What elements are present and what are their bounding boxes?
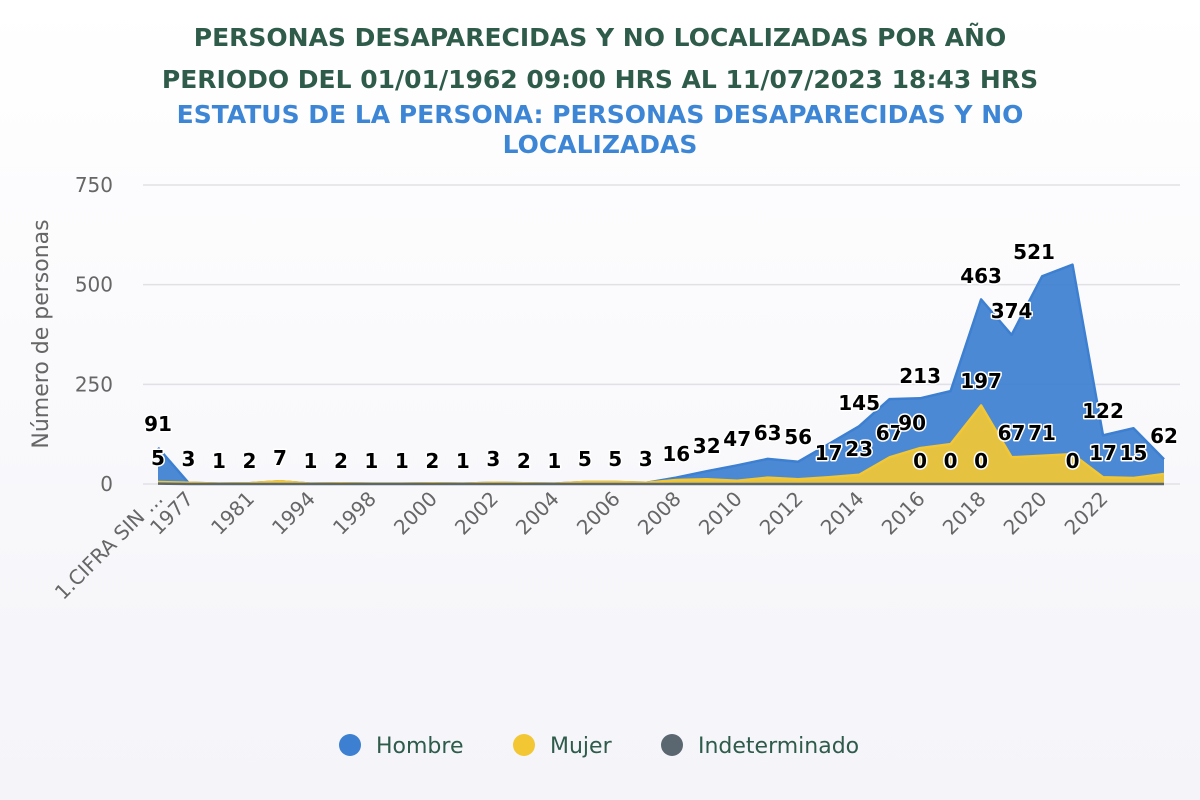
data-label: 374 <box>991 299 1033 323</box>
chart-subtitle-line-2: LOCALIZADAS <box>503 130 698 159</box>
data-label: 5 <box>151 446 165 470</box>
data-label: 90 <box>898 411 926 435</box>
y-tick-label: 250 <box>75 372 113 396</box>
data-label: 71 <box>1028 421 1056 445</box>
x-tick-label: 2020 <box>999 487 1052 540</box>
data-label: 145 <box>838 391 880 415</box>
data-label: 1 <box>364 449 378 473</box>
y-tick-label: 500 <box>75 273 113 297</box>
data-label: 197 <box>960 369 1002 393</box>
legend-item-mujer[interactable]: Mujer <box>513 734 613 759</box>
legend-swatch <box>661 734 683 756</box>
legend-swatch <box>339 734 361 756</box>
x-tick-label: 2000 <box>389 487 442 540</box>
area-hombre <box>158 264 1164 484</box>
data-label: 2 <box>334 449 348 473</box>
data-label: 56 <box>784 425 812 449</box>
data-label: 3 <box>486 447 500 471</box>
y-tick-label: 0 <box>100 472 113 496</box>
legend-item-hombre[interactable]: Hombre <box>339 734 464 759</box>
data-label: 5 <box>578 447 592 471</box>
area-layer <box>157 263 1165 486</box>
legend-label: Mujer <box>550 734 613 759</box>
data-label: 7 <box>273 446 287 470</box>
data-label: 213 <box>899 364 941 388</box>
data-label: 32 <box>693 434 721 458</box>
data-label: 1 <box>212 449 226 473</box>
chart-title-line-1: PERSONAS DESAPARECIDAS Y NO LOCALIZADAS … <box>194 23 1006 52</box>
data-label: 5 <box>608 447 622 471</box>
data-label: 521 <box>1013 240 1055 264</box>
data-label: 0 <box>974 449 988 473</box>
data-label: 17 <box>1089 441 1117 465</box>
data-label: 2 <box>242 449 256 473</box>
chart-title-line-2: PERIODO DEL 01/01/1962 09:00 HRS AL 11/0… <box>162 65 1038 94</box>
x-tick-label: 1998 <box>328 487 381 540</box>
x-tick-label: 2002 <box>450 487 503 540</box>
x-tick-label: 2014 <box>816 487 869 540</box>
data-label: 3 <box>182 447 196 471</box>
data-label: 1 <box>303 449 317 473</box>
data-label: 1 <box>547 449 561 473</box>
x-tick-label: 2018 <box>938 487 991 540</box>
data-label: 1 <box>395 449 409 473</box>
x-tick-label: 2016 <box>877 487 930 540</box>
data-label: 62 <box>1150 424 1178 448</box>
data-label: 67 <box>998 421 1026 445</box>
chart-subtitle-line-1: ESTATUS DE LA PERSONA: PERSONAS DESAPARE… <box>177 100 1024 129</box>
data-label: 1 <box>456 449 470 473</box>
legend-label: Hombre <box>376 734 464 759</box>
legend-swatch <box>513 734 535 756</box>
x-tick-label: 1.CIFRA SIN ... <box>50 487 168 605</box>
data-label: 47 <box>723 427 751 451</box>
data-label: 23 <box>845 437 873 461</box>
x-tick-label: 1994 <box>267 487 320 540</box>
legend-item-indeterminado[interactable]: Indeterminado <box>661 734 859 759</box>
x-tick-label: 2022 <box>1060 487 1113 540</box>
y-axis-title: Número de personas <box>29 219 54 448</box>
x-tick-label: 2004 <box>511 487 564 540</box>
area-mujer <box>158 405 1164 484</box>
data-label: 2 <box>517 449 531 473</box>
data-label: 122 <box>1082 399 1124 423</box>
data-label: 15 <box>1120 441 1148 465</box>
data-label: 2 <box>425 449 439 473</box>
legend-label: Indeterminado <box>698 734 859 759</box>
x-tick-label: 1981 <box>206 487 259 540</box>
data-label: 0 <box>913 449 927 473</box>
data-label: 0 <box>1066 449 1080 473</box>
legend: Hombre Mujer Indeterminado <box>339 734 859 759</box>
x-tick-label: 2012 <box>755 487 808 540</box>
y-tick-label: 750 <box>75 173 113 197</box>
data-label: 16 <box>662 442 690 466</box>
data-label: 91 <box>144 412 172 436</box>
x-tick-label: 2008 <box>633 487 686 540</box>
data-label: 17 <box>815 441 843 465</box>
data-label: 0 <box>944 449 958 473</box>
x-tick-layer: 1.CIFRA SIN ...1977 1981 1994 1998 2000 2002 2… <box>50 487 1113 605</box>
data-label: 3 <box>639 447 653 471</box>
data-label: 63 <box>754 421 782 445</box>
data-label: 67 <box>876 421 904 445</box>
data-label: 463 <box>960 264 1002 288</box>
x-tick-label: 2010 <box>694 487 747 540</box>
x-tick-label: 2006 <box>572 487 625 540</box>
